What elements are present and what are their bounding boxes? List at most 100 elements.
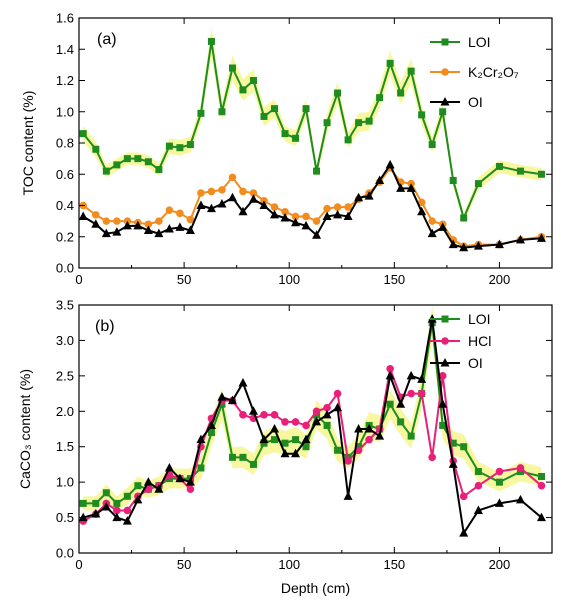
data-point xyxy=(494,239,504,249)
series-line-0 xyxy=(83,321,542,505)
data-point xyxy=(238,377,248,387)
data-point xyxy=(427,228,437,238)
data-point xyxy=(344,136,352,144)
data-point xyxy=(113,506,121,515)
x-tick-label: 150 xyxy=(383,272,405,287)
data-point xyxy=(196,434,206,444)
data-point xyxy=(133,220,143,230)
data-point xyxy=(196,200,206,209)
x-tick-label: 50 xyxy=(177,272,191,287)
legend-entry: OI xyxy=(430,94,483,110)
legend-entry: HCl xyxy=(430,333,491,349)
plot-frame xyxy=(78,304,553,554)
data-point xyxy=(536,512,546,522)
data-point xyxy=(364,191,374,200)
legend-label: LOI xyxy=(468,34,491,50)
data-point xyxy=(281,207,289,216)
data-point xyxy=(537,170,545,178)
data-point xyxy=(333,203,342,211)
data-point xyxy=(259,200,269,209)
data-point xyxy=(438,399,448,408)
x-tick-label: 200 xyxy=(489,272,511,287)
data-point xyxy=(281,130,289,138)
y-tick-label: 0.6 xyxy=(56,167,74,182)
y-axis-label: CaCO₃ content (%) xyxy=(17,369,33,489)
y-tick-label: 2.0 xyxy=(56,404,74,419)
data-point xyxy=(206,203,216,213)
data-point xyxy=(260,439,268,447)
data-point xyxy=(515,234,525,244)
data-point xyxy=(536,233,546,242)
data-point xyxy=(112,227,122,236)
data-point xyxy=(102,167,110,175)
data-point xyxy=(407,389,415,398)
data-point xyxy=(123,155,131,163)
data-point xyxy=(322,409,332,419)
data-point xyxy=(291,418,300,426)
data-point xyxy=(186,141,194,149)
data-point xyxy=(207,429,215,437)
legend-entry: LOI xyxy=(430,311,491,327)
legend-label: HCl xyxy=(468,333,491,349)
data-point xyxy=(79,130,87,138)
data-point xyxy=(474,468,482,476)
data-point xyxy=(281,439,289,447)
data-point xyxy=(333,209,343,219)
data-point xyxy=(101,501,111,511)
data-point xyxy=(516,167,524,175)
data-point xyxy=(92,145,100,153)
data-point xyxy=(228,64,236,72)
data-point xyxy=(418,111,426,119)
data-point xyxy=(396,183,406,192)
data-point xyxy=(280,448,290,458)
data-point xyxy=(292,436,300,444)
legend-entry: OI xyxy=(430,355,483,371)
data-point xyxy=(271,105,279,113)
x-tick-label: 0 xyxy=(75,557,82,572)
data-point xyxy=(197,109,205,117)
x-axis-label: Depth (cm) xyxy=(281,580,350,596)
data-point xyxy=(175,222,185,231)
data-point xyxy=(143,225,153,234)
data-point xyxy=(134,155,142,163)
data-point xyxy=(260,411,268,419)
data-point xyxy=(334,446,342,454)
data-point xyxy=(123,492,131,500)
data-point xyxy=(323,119,331,127)
data-point xyxy=(302,421,310,430)
data-point xyxy=(375,175,385,184)
data-point xyxy=(439,108,447,116)
y-tick-label: 1.0 xyxy=(56,104,74,119)
data-point xyxy=(92,499,100,507)
data-point xyxy=(102,489,110,497)
data-point xyxy=(407,67,415,75)
data-point xyxy=(154,228,164,238)
data-point xyxy=(122,516,132,525)
data-point xyxy=(494,498,504,507)
legend-label: OI xyxy=(468,355,483,371)
data-point xyxy=(248,406,258,415)
data-point xyxy=(322,211,332,220)
series-band-loi xyxy=(83,27,542,223)
data-point xyxy=(79,499,87,507)
data-point xyxy=(474,481,483,490)
series-line-2 xyxy=(82,163,542,249)
data-point xyxy=(438,222,448,231)
y-tick-label: 0.0 xyxy=(56,261,74,276)
legend-entry: K₂Cr₂O₇ xyxy=(430,64,519,80)
legend-label: OI xyxy=(468,94,483,110)
data-point xyxy=(122,220,132,230)
data-point xyxy=(133,494,143,504)
data-point xyxy=(207,187,216,196)
data-point xyxy=(144,220,153,229)
data-point xyxy=(460,214,468,222)
data-point xyxy=(164,462,174,472)
data-point xyxy=(417,206,427,216)
data-point xyxy=(165,142,173,150)
y-tick-label: 0.0 xyxy=(56,546,74,561)
data-point xyxy=(385,370,395,380)
panel-label: (a) xyxy=(97,31,117,48)
data-point xyxy=(375,431,385,440)
panel-a-toc-chart: 0 50 100 150 200 0.0 0.2 0.4 0.6 0.8 1.0 1.2 1.4 1.6 (… xyxy=(20,11,553,287)
